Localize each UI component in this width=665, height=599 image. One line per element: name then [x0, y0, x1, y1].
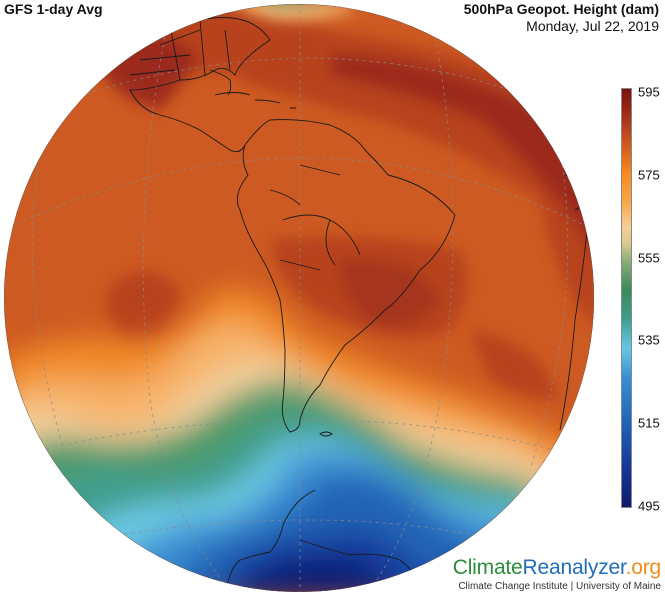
branding: ClimateReanalyzer.org Climate Change Ins… — [453, 556, 661, 593]
date-label: Monday, Jul 22, 2019 — [526, 18, 659, 34]
colorbar-tick-555: 555 — [638, 250, 660, 266]
globe-map[interactable] — [0, 0, 600, 599]
colorbar-tick-515: 515 — [638, 415, 660, 431]
height-field — [4, 4, 594, 592]
coastlines — [99, 17, 593, 592]
header-right: 500hPa Geopot. Height (dam) Monday, Jul … — [464, 1, 659, 35]
colorbar-tick-595: 595 — [638, 84, 660, 100]
colorbar-tick-575: 575 — [638, 167, 660, 183]
institution-subtitle: Climate Change Institute | University of… — [458, 581, 661, 592]
colorbar — [621, 88, 632, 508]
colorbar-tick-535: 535 — [638, 332, 660, 348]
colorbar-tick-495: 495 — [638, 498, 660, 514]
variable-label: 500hPa Geopot. Height (dam) — [463, 1, 659, 17]
climate-reanalyzer-logo[interactable]: ClimateReanalyzer.org — [452, 556, 661, 579]
model-label: GFS 1-day Avg — [4, 1, 103, 17]
